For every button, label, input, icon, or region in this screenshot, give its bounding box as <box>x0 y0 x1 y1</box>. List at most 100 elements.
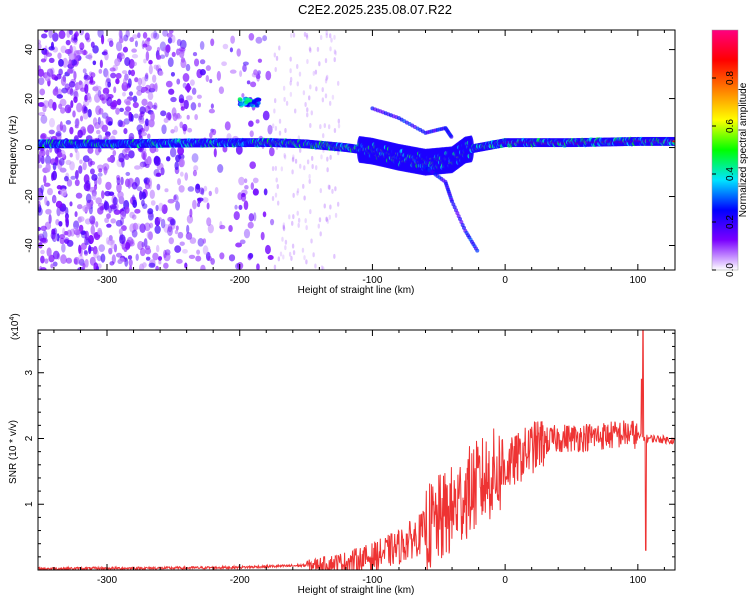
spectrogram-cell <box>171 51 176 57</box>
spectrogram-cell <box>119 107 124 112</box>
spectrogram-x-tick-label: -300 <box>97 275 117 286</box>
spectrogram-cell <box>276 200 280 206</box>
spectrogram-cell <box>144 222 151 232</box>
spectrogram-cell <box>124 257 129 267</box>
spectrogram-cell <box>139 247 146 257</box>
spectrogram-cell <box>76 102 83 113</box>
spectrogram-cell <box>59 167 67 173</box>
spectrogram-cell <box>134 77 139 83</box>
spectrogram-cell <box>299 163 302 169</box>
spectrogram-cell <box>171 34 176 44</box>
spectrogram-cell <box>40 249 45 255</box>
spectrogram-cell <box>247 221 254 229</box>
spectrogram-cell <box>183 99 189 110</box>
spectrogram-cell <box>322 266 325 270</box>
spectrogram-cell <box>77 254 84 263</box>
spectrogram-cell <box>170 129 175 134</box>
spectrogram-cell <box>82 262 86 270</box>
spectrogram-cell <box>238 102 244 106</box>
spectrogram-cell <box>103 49 108 54</box>
spectrogram-cell <box>145 118 149 127</box>
spectrogram-cell <box>98 68 103 74</box>
spectrogram-y-tick-label: 40 <box>24 44 35 56</box>
spectrogram-cell <box>155 204 159 212</box>
spectrogram-cell <box>337 118 341 124</box>
spectrogram-cell <box>124 57 131 67</box>
spectrogram-cell <box>118 257 125 263</box>
spectrogram-cell <box>81 50 88 56</box>
spectrogram-cell <box>176 78 181 85</box>
spectrogram-cell <box>184 85 192 92</box>
spectrogram-cell <box>106 213 111 219</box>
spectrogram-cell <box>186 224 190 234</box>
spectrogram-cell <box>127 255 133 260</box>
spectrogram-cell <box>326 156 329 162</box>
spectrogram-cell <box>177 146 185 156</box>
spectrogram-cell <box>119 217 124 226</box>
spectrogram-cell <box>306 159 310 165</box>
snr-x-tick-label: -200 <box>230 575 250 586</box>
spectrogram-cell <box>319 35 323 41</box>
spectrogram-cell <box>77 216 82 224</box>
spectrogram-y-tick-label: -20 <box>24 189 35 204</box>
spectrogram-cell <box>308 46 312 52</box>
spectrogram-cell <box>324 93 328 99</box>
spectrogram-cell <box>210 38 215 47</box>
spectrogram-cell <box>323 203 326 209</box>
spectrogram-cell <box>112 129 118 136</box>
spectrogram-cell <box>142 32 148 39</box>
spectrogram-cell <box>141 76 146 87</box>
spectrogram-cell <box>172 112 178 122</box>
spectrogram-cell <box>88 234 94 245</box>
spectrogram-cell <box>78 80 83 86</box>
spectrogram-cell <box>249 161 256 169</box>
spectrogram-cell <box>289 56 292 62</box>
spectrogram-cell <box>122 91 126 97</box>
spectrogram-cell <box>329 46 332 52</box>
spectrogram-cell <box>274 67 277 73</box>
spectrogram-cell <box>69 88 74 96</box>
spectrogram-cell <box>209 131 213 139</box>
colorbar-tick-label: 0.0 <box>725 263 736 277</box>
spectrogram-cell <box>185 95 193 101</box>
spectrogram-cell <box>133 113 139 119</box>
spectrogram-cell <box>327 124 331 130</box>
spectrogram-cell <box>218 86 225 95</box>
spectrogram-cell <box>273 52 277 58</box>
spectrogram-cell <box>243 200 249 210</box>
spectrogram-cell <box>40 225 47 231</box>
spectrogram-cell <box>318 217 322 223</box>
spectrogram-cell <box>134 40 138 48</box>
spectrogram-cell <box>178 158 185 168</box>
spectrogram-cell <box>278 130 282 136</box>
spectrogram-cell <box>56 233 60 242</box>
spectrogram-cell <box>102 87 110 95</box>
spectrogram-cell <box>73 256 80 265</box>
spectrogram-cell <box>289 91 293 97</box>
spectrogram-cell <box>296 64 299 70</box>
spectrogram-cell <box>74 118 80 127</box>
spectrogram-cell <box>163 117 169 123</box>
spectrogram-cell <box>70 175 76 180</box>
spectrogram-cell <box>164 188 169 193</box>
colorbar-tick-label: 0.4 <box>725 167 736 181</box>
spectrogram-cell <box>192 52 198 57</box>
spectrogram-cell <box>75 150 80 161</box>
spectrogram-image <box>38 30 675 270</box>
spectrogram-cell <box>101 190 105 199</box>
spectrogram-cell <box>449 134 454 139</box>
spectrogram-cell <box>281 236 284 242</box>
spectrogram-cell <box>124 178 131 188</box>
spectrogram-cell <box>115 219 123 227</box>
spectrogram-cell <box>113 209 121 215</box>
spectrogram-cell <box>97 176 102 185</box>
spectrogram-cell <box>303 165 306 171</box>
spectrogram-cell <box>82 205 89 213</box>
spectrogram-cell <box>196 94 202 99</box>
spectrogram-cell <box>136 186 143 192</box>
spectrogram-cell <box>191 87 197 95</box>
spectrogram-cell <box>309 209 312 215</box>
spectrogram-cell <box>132 199 138 209</box>
spectrogram-cell <box>310 155 314 161</box>
